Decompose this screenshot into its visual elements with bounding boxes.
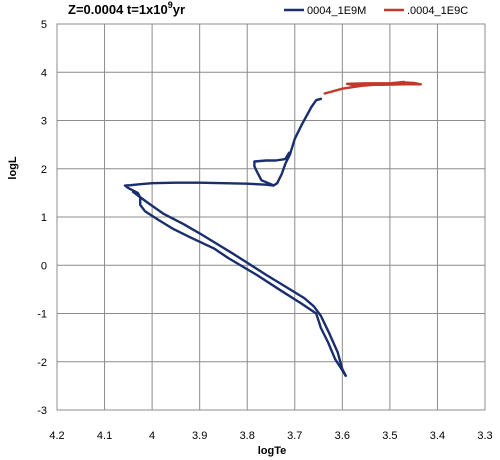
y-axis-label: logL (7, 156, 19, 179)
y-tick-label: 4 (41, 67, 47, 79)
series-2-line (323, 80, 422, 95)
chart-title-superscript: 9 (168, 0, 173, 10)
x-tick-label: 4.2 (49, 430, 64, 442)
chart-title-tail: yr (173, 2, 185, 17)
y-tick-label: -3 (37, 405, 47, 417)
x-tick-label: 3.9 (192, 430, 207, 442)
x-tick-label: 3.6 (335, 430, 350, 442)
plot-area-frame (56, 23, 486, 411)
y-tick-label: 2 (41, 164, 47, 176)
series-layer (123, 80, 422, 377)
x-tick-label: 3.8 (240, 430, 255, 442)
chart-title-main: Z=0.0004 t=1x10 (68, 2, 168, 17)
x-axis-label: logTe (258, 445, 287, 457)
series-1-line-segment-1 (131, 190, 347, 377)
legend-label-series-2: .0004_1E9C (407, 5, 468, 17)
x-tick-label: 3.5 (382, 430, 397, 442)
x-tick-label: 3.4 (430, 430, 445, 442)
y-tick-label: -1 (37, 309, 47, 321)
series-1-line (123, 97, 347, 377)
y-axis-tick-labels: -3 -2 -1 0 1 2 3 4 5 (37, 19, 47, 417)
y-tick-label: 3 (41, 116, 47, 128)
y-tick-label: 0 (41, 260, 47, 272)
x-tick-label: 4 (149, 430, 155, 442)
y-tick-label: 5 (41, 19, 47, 31)
x-tick-label: 3.3 (477, 430, 492, 442)
legend-label-series-1: 0004_1E9M (307, 5, 366, 17)
legend: 0004_1E9M .0004_1E9C (284, 5, 468, 17)
x-axis-tick-labels: 4.2 4.1 4 3.9 3.8 3.7 3.6 3.5 3.4 3.3 (49, 430, 492, 442)
x-tick-label: 3.7 (287, 430, 302, 442)
y-tick-label: -2 (37, 357, 47, 369)
y-tick-label: 1 (41, 212, 47, 224)
series-1-line-segment-2 (253, 151, 291, 187)
chart-title: Z=0.0004 t=1x109yr (68, 0, 185, 17)
x-tick-label: 4.1 (97, 430, 112, 442)
